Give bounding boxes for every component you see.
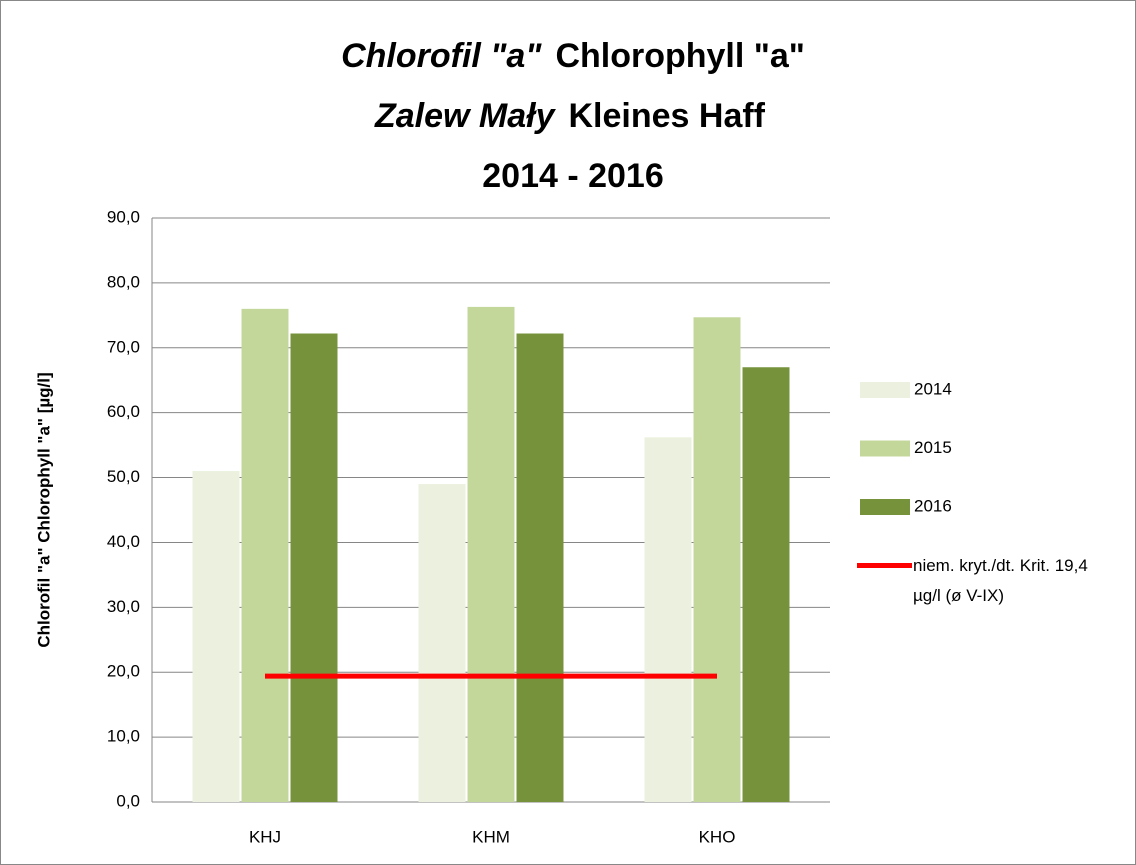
bar [644, 437, 692, 802]
chart-title: 2014 - 2016 [482, 157, 664, 195]
y-tick-label: 40,0 [107, 532, 140, 551]
chart-title: Chlorofil "a" Chlorophyll "a" [341, 37, 805, 75]
y-axis-label: Chlorofil "a" Chlorophyll "a" [µg/l] [34, 372, 53, 647]
legend-label: 2015 [914, 438, 952, 457]
title-part: Zalew Mały [374, 97, 557, 135]
x-tick-label: KHJ [249, 827, 281, 846]
y-tick-label: 80,0 [107, 272, 140, 291]
legend-swatch [860, 499, 910, 515]
y-tick-label: 70,0 [107, 337, 140, 356]
chart-title: Zalew Mały Kleines Haff [374, 97, 766, 135]
bar [693, 317, 741, 802]
legend-label: niem. kryt./dt. Krit. 19,4 µg/l (ø V-IX) [913, 555, 1088, 605]
x-tick-label: KHM [472, 827, 510, 846]
y-tick-label: 90,0 [107, 207, 140, 226]
legend-label: 2014 [914, 379, 952, 398]
y-tick-label: 0,0 [116, 791, 140, 810]
legend-label: 2016 [914, 496, 952, 515]
bar [241, 308, 289, 802]
y-tick-label: 50,0 [107, 467, 140, 486]
legend-swatch [860, 382, 910, 398]
bar [467, 306, 515, 802]
y-tick-label: 60,0 [107, 402, 140, 421]
legend-label-box: niem. kryt./dt. Krit. 19,4 µg/l (ø V-IX) [913, 555, 1088, 605]
bar [516, 333, 564, 802]
x-tick-label: KHO [699, 827, 736, 846]
legend-swatch [860, 440, 910, 457]
title-part: Kleines Haff [569, 97, 766, 135]
bar [192, 471, 240, 802]
y-tick-label: 20,0 [107, 662, 140, 681]
y-tick-label: 10,0 [107, 727, 140, 746]
bar [742, 367, 790, 802]
y-tick-label: 30,0 [107, 597, 140, 616]
title-part: Chlorophyll "a" [555, 37, 804, 75]
bar [418, 484, 466, 802]
bar [290, 333, 338, 802]
title-part: Chlorofil "a" [341, 37, 542, 75]
